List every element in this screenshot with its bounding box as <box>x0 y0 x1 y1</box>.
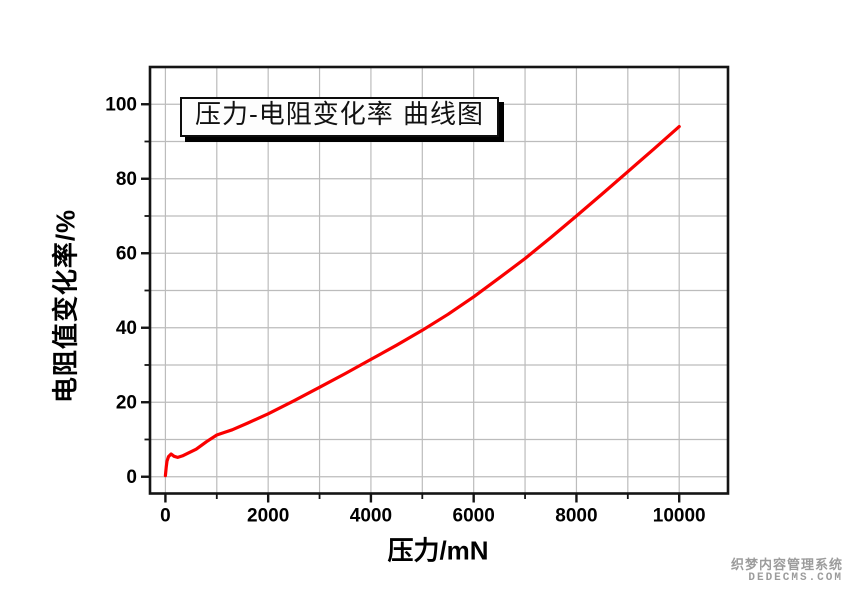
x-tick-label: 6000 <box>453 506 495 527</box>
chart-title-box: 压力-电阻变化率 曲线图 <box>180 97 500 137</box>
x-tick-label: 2000 <box>247 506 289 527</box>
chart-title: 压力-电阻变化率 曲线图 <box>195 100 485 130</box>
watermark-line2: DEDECMS.COM <box>748 571 843 584</box>
y-tick-label: 0 <box>126 467 137 488</box>
watermark-line1: 织梦内容管理系统 <box>730 556 843 572</box>
data-curve <box>163 124 681 478</box>
x-tick-label: 10000 <box>653 506 706 527</box>
y-tick-label: 80 <box>116 169 137 190</box>
x-tick-label: 0 <box>160 506 171 527</box>
y-tick-label: 20 <box>116 393 137 414</box>
plot-frame <box>148 65 730 495</box>
y-tick-label: 40 <box>116 318 137 339</box>
x-axis-title: 压力/mN <box>387 535 489 566</box>
y-axis-title: 电阻值变化率/% <box>50 208 81 404</box>
x-tick-label: 4000 <box>350 506 392 527</box>
y-tick-label: 60 <box>116 244 137 265</box>
x-tick-label: 8000 <box>555 506 597 527</box>
watermark: 织梦内容管理系统 DEDECMS.COM <box>730 556 843 584</box>
y-tick-label: 100 <box>105 95 137 116</box>
